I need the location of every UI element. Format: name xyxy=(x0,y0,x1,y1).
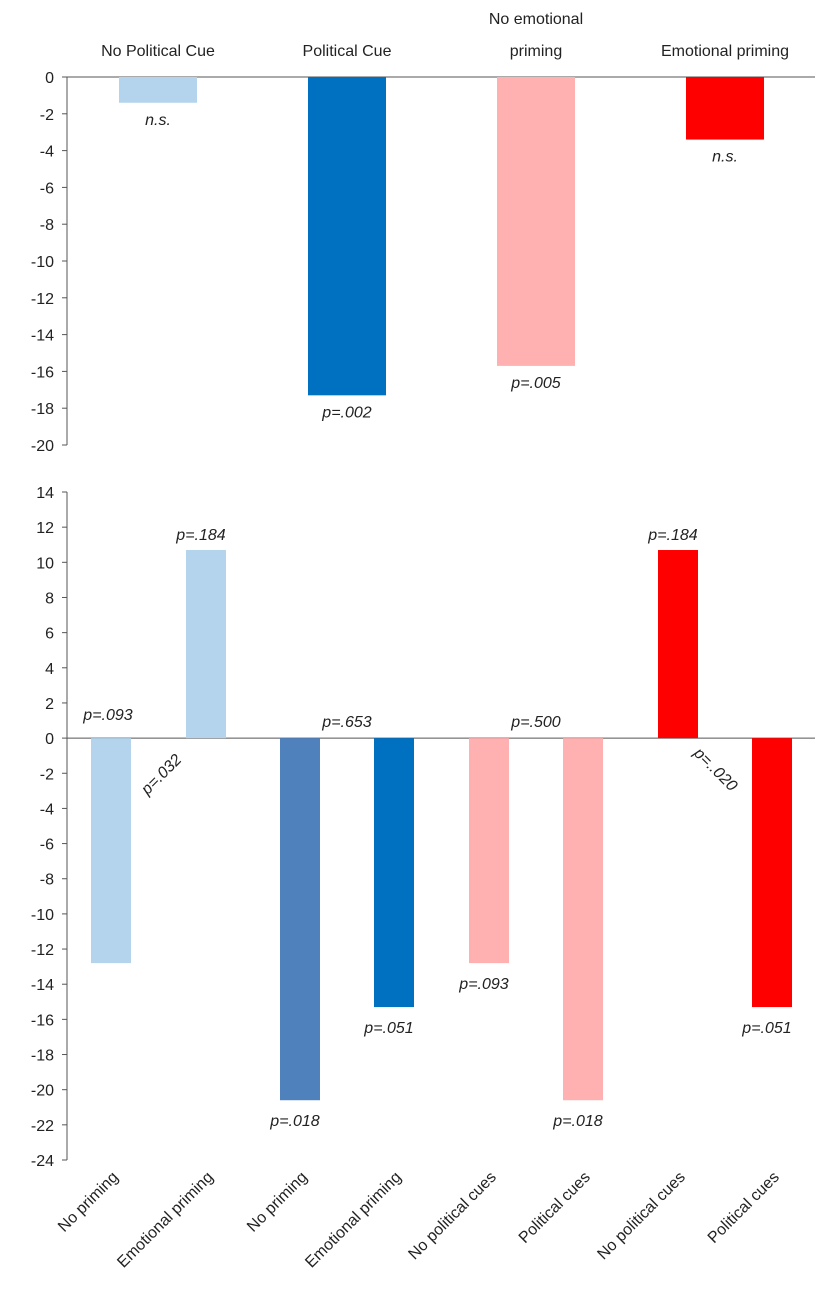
top-tick-label: -20 xyxy=(31,438,54,455)
top-bars xyxy=(119,77,764,396)
bottom-category-label: No priming xyxy=(244,1169,311,1236)
bottom-annotation: p=.500 xyxy=(510,714,560,731)
top-category-label: No Political Cue xyxy=(101,43,215,60)
bottom-category-label: No priming xyxy=(55,1169,122,1236)
bottom-tick-label: 8 xyxy=(45,590,54,607)
bottom-data-label: p=.184 xyxy=(647,527,697,544)
bottom-data-labels: p=.093p=.184p=.018p=.051p=.093p=.018p=.1… xyxy=(175,527,791,1130)
bottom-category-label: Emotional priming xyxy=(302,1169,405,1272)
bottom-bar xyxy=(658,550,698,739)
top-data-label: p=.005 xyxy=(510,375,560,392)
bottom-tick-label: 12 xyxy=(36,520,54,537)
top-data-label: n.s. xyxy=(712,149,738,166)
bottom-tick-label: -4 xyxy=(40,801,54,818)
bottom-tick-label: -2 xyxy=(40,766,54,783)
top-data-label: p=.002 xyxy=(321,404,371,421)
top-chart: 0 -2 -4 -6 -8 -10 -12 -14 -16 -18 -20 No Political… xyxy=(31,11,815,455)
top-tick-label: -6 xyxy=(40,180,54,197)
bottom-tick-label: -14 xyxy=(31,977,54,994)
top-bar xyxy=(308,77,386,396)
bottom-tick-label: -16 xyxy=(31,1012,54,1029)
bottom-bar xyxy=(374,738,414,1008)
bottom-tick-label: -6 xyxy=(40,837,54,854)
top-data-label: n.s. xyxy=(145,112,171,129)
bottom-tick-label: 14 xyxy=(36,485,54,502)
top-bar xyxy=(686,77,764,140)
bottom-bar xyxy=(752,738,792,1008)
bottom-data-label: p=.093 xyxy=(458,976,508,993)
top-y-ticks: 0 -2 -4 -6 -8 -10 -12 -14 -16 -18 -20 xyxy=(31,70,67,455)
bottom-data-label: p=.018 xyxy=(269,1113,319,1130)
top-tick-label: -2 xyxy=(40,107,54,124)
bottom-category-label: Emotional priming xyxy=(114,1169,217,1272)
bottom-tick-label: -20 xyxy=(31,1083,54,1100)
top-tick-label: -8 xyxy=(40,217,54,234)
top-category-label: Emotional priming xyxy=(661,43,789,60)
bottom-annotation: p=.653 xyxy=(321,714,371,731)
bottom-y-ticks: 14 12 10 8 6 4 2 0 -2 -4 -6 -8 -10 -12 -14 -16 -18 -20 -22… xyxy=(31,485,67,1170)
bottom-bar xyxy=(186,550,226,739)
top-tick-label: -4 xyxy=(40,144,54,161)
bottom-tick-label: 6 xyxy=(45,626,54,643)
bottom-category-label: Political cues xyxy=(705,1169,783,1247)
bottom-tick-label: -8 xyxy=(40,872,54,889)
bottom-data-label: p=.051 xyxy=(363,1020,413,1037)
bottom-annotation: p=.093 xyxy=(82,707,132,724)
top-tick-label: -18 xyxy=(31,401,54,418)
bottom-category-label: No political cues xyxy=(594,1169,688,1263)
top-tick-label: -16 xyxy=(31,364,54,381)
bottom-data-label: p=.051 xyxy=(741,1020,791,1037)
bottom-annotation: p=..020 xyxy=(689,744,740,795)
bottom-data-label: p=.018 xyxy=(552,1113,602,1130)
bottom-tick-label: -12 xyxy=(31,942,54,959)
bottom-chart: 14 12 10 8 6 4 2 0 -2 -4 -6 -8 -10 -12 -14 -16 -18 -20 -22… xyxy=(31,485,815,1271)
top-tick-label: -12 xyxy=(31,291,54,308)
top-bar xyxy=(119,77,197,103)
bottom-tick-label: -10 xyxy=(31,907,54,924)
top-category-labels: No Political Cue Political Cue Emotional p… xyxy=(101,11,789,60)
top-category-label: Political Cue xyxy=(303,43,392,60)
bottom-category-label: Political cues xyxy=(516,1169,594,1247)
top-category-label: No emotional priming xyxy=(489,11,583,60)
bottom-bar xyxy=(280,738,320,1101)
bottom-bar xyxy=(469,738,509,964)
bottom-category-label: No political cues xyxy=(405,1169,499,1263)
bottom-bar xyxy=(91,738,131,964)
bottom-tick-label: -18 xyxy=(31,1048,54,1065)
bottom-tick-label: 2 xyxy=(45,696,54,713)
bottom-bars xyxy=(91,550,792,1101)
bottom-data-label: p=.184 xyxy=(175,527,225,544)
bottom-tick-label: -24 xyxy=(31,1153,54,1170)
bottom-tick-label: 10 xyxy=(36,555,54,572)
top-tick-label: 0 xyxy=(45,70,54,87)
bottom-tick-label: 4 xyxy=(45,661,54,678)
top-bar xyxy=(497,77,575,366)
bottom-annotation: p=.032 xyxy=(138,751,186,799)
top-tick-label: -10 xyxy=(31,254,54,271)
top-tick-label: -14 xyxy=(31,328,54,345)
top-data-labels: n.s. p=.002 p=.005 n.s. xyxy=(145,112,738,422)
bottom-tick-label: -22 xyxy=(31,1118,54,1135)
bottom-tick-label: 0 xyxy=(45,731,54,748)
bottom-bar xyxy=(563,738,603,1101)
